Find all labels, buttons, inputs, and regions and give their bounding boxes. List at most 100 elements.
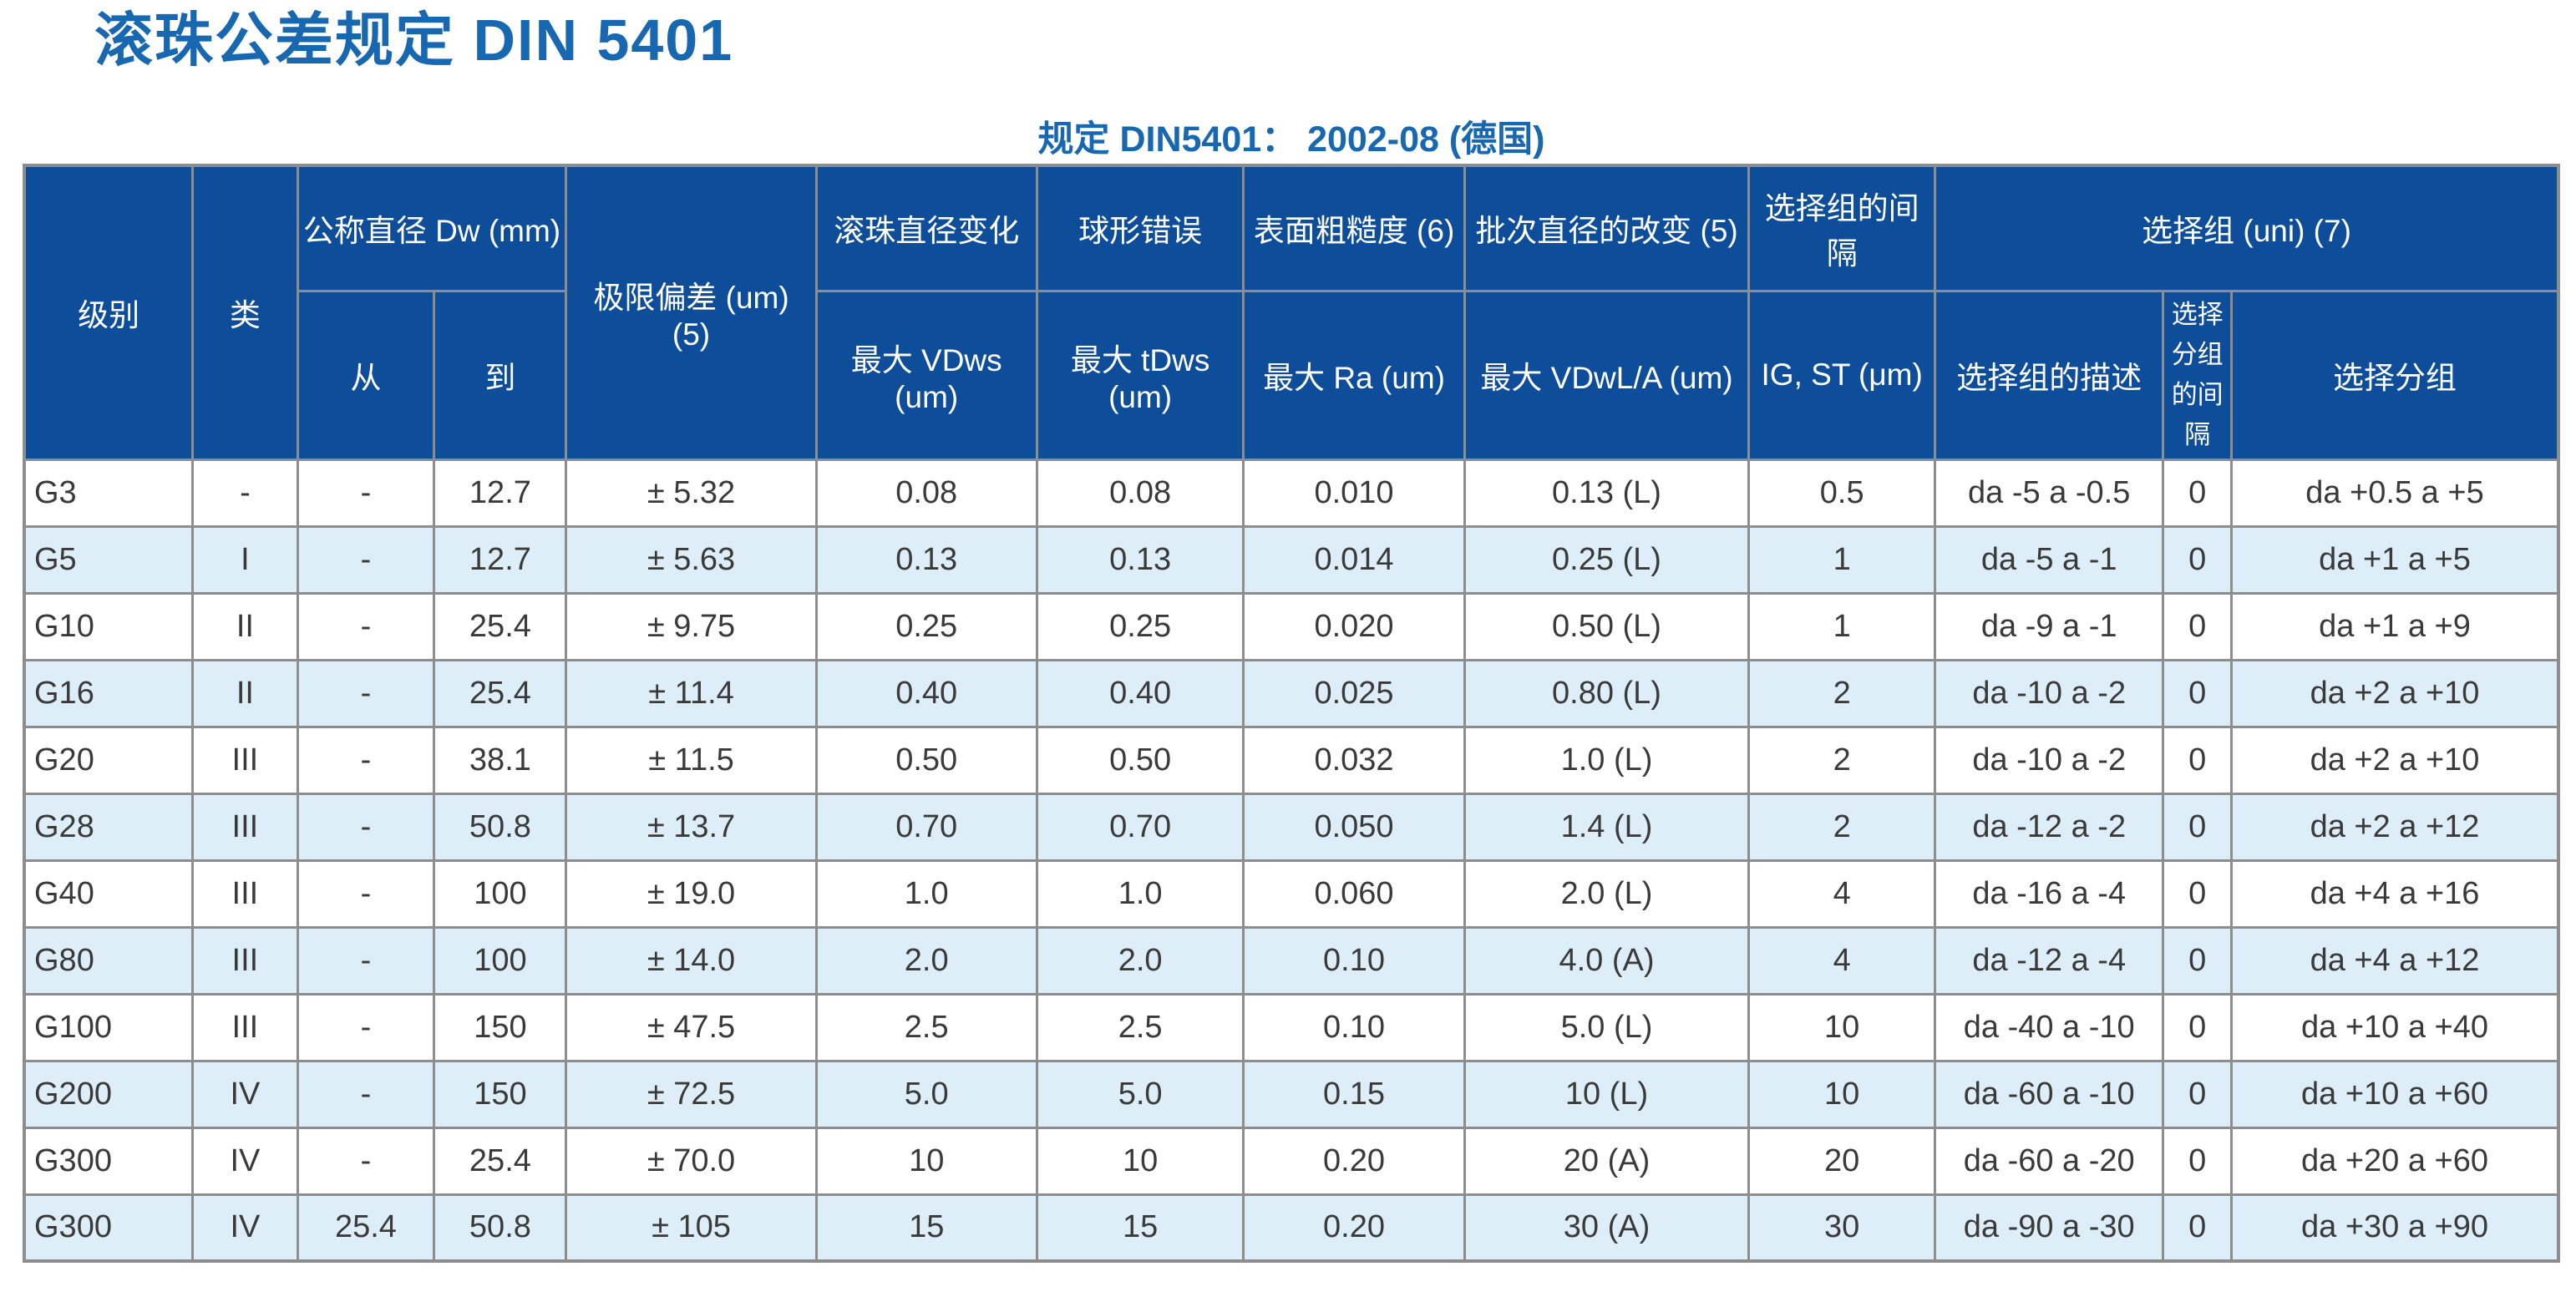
table-cell: 0.25 [1035,591,1245,661]
col-header-selection-subgroup-interval: 选择分组的间隔 [2162,289,2233,461]
table-cell: da +20 a +60 [2230,1126,2560,1196]
table-cell: 0.40 [814,658,1038,728]
table-cell: 0 [2162,792,2233,862]
table-cell: da -5 a -0.5 [1934,458,2165,528]
table-cell: G28 [23,792,195,862]
table-cell: G40 [23,859,195,929]
header-row-subcolumns: 从 到 最大 VDws (um) 最大 tDws (um) 最大 Ra (um)… [24,289,2560,461]
table-cell: 12.7 [433,458,568,528]
col-header-selection-group-desc: 选择组的描述 [1934,289,2165,461]
table-cell: da -40 a -10 [1934,992,2165,1062]
table-body: G3- -12.7 ± 5.32 0.08 0.08 0.010 0.13 (L) 0.5 da… [23,458,2560,1263]
col-header-to: 到 [433,289,568,461]
col-header-selection-group-interval: 选择组的间隔 [1747,164,1937,292]
col-header-limit-deviation: 极限偏差 (um) (5) [565,164,818,461]
table-row: G300 IV -25.4 ± 70.0 10 10 0.20 20 (A) 20 da -60 … [23,1126,2560,1196]
table-cell: da +30 a +90 [2230,1193,2560,1263]
table-cell: da -9 a -1 [1934,591,2165,661]
col-header-surface-roughness: 表面粗糙度 (6) [1242,164,1466,292]
table-cell: 100 [433,925,568,995]
table-cell: III [191,725,299,795]
table-cell: 0.70 [814,792,1038,862]
table-cell: III [191,859,299,929]
table-cell: ± 105 [565,1193,818,1263]
table-cell: 0 [2162,725,2233,795]
table-cell: 0 [2162,458,2233,528]
table-cell: ± 14.0 [565,925,818,995]
table-cell: ± 19.0 [565,859,818,929]
table-cell: 0 [2162,1193,2233,1263]
table-cell: I [191,524,299,595]
table-cell: - [296,859,436,929]
table-cell: IV [191,1193,299,1263]
table-cell: 0 [2162,524,2233,595]
col-header-max-ra: 最大 Ra (um) [1242,289,1466,461]
table-cell: G300 [23,1126,195,1196]
col-header-ig-st: IG, ST (μm) [1747,289,1937,461]
table-cell: ± 13.7 [565,792,818,862]
table-row: G200 IV -150 ± 72.5 5.0 5.0 0.15 10 (L) 10 da -60… [23,1059,2560,1129]
table-cell: 0.20 [1242,1126,1466,1196]
table-cell: III [191,925,299,995]
table-cell: G5 [23,524,195,595]
table-cell: 0.15 [1242,1059,1466,1129]
table-cell: 5.0 [814,1059,1038,1129]
table-cell: 15 [814,1193,1038,1263]
table-cell: 10 [1747,992,1937,1062]
table-cell: 10 [1747,1059,1937,1129]
table-cell: 0.10 [1242,992,1466,1062]
spec-subtitle: 规定 DIN5401： 2002-08 (德国) [1037,119,1545,160]
table-cell: 0.010 [1242,458,1466,528]
table-cell: 0.13 [1035,524,1245,595]
table-cell: G300 [23,1193,195,1263]
col-header-max-vdws: 最大 VDws (um) [814,289,1038,461]
table-cell: da -90 a -30 [1934,1193,2165,1263]
table-cell: - [296,458,436,528]
table-cell: 0.5 [1747,458,1937,528]
table-cell: 0 [2162,1059,2233,1129]
table-cell: da +2 a +12 [2230,792,2560,862]
table-cell: 38.1 [433,725,568,795]
table-cell: 25.4 [433,591,568,661]
table-cell: 0.060 [1242,859,1466,929]
table-cell: II [191,591,299,661]
table-cell: 0.08 [1035,458,1245,528]
table-cell: 0.50 (L) [1463,591,1751,661]
table-cell: G100 [23,992,195,1062]
table-cell: - [296,792,436,862]
table-row: G100 III -150 ± 47.5 2.5 2.5 0.10 5.0 (L) 10 da -… [23,992,2560,1062]
table-cell: G20 [23,725,195,795]
table-cell: 5.0 [1035,1059,1245,1129]
table-row: G10 II -25.4 ± 9.75 0.25 0.25 0.020 0.50 (L) 1 da… [23,591,2560,661]
table-cell: 0.40 [1035,658,1245,728]
table-row: G5 I -12.7 ± 5.63 0.13 0.13 0.014 0.25 (L) 1 da -… [23,524,2560,595]
table-cell: II [191,658,299,728]
table-cell: 0.20 [1242,1193,1466,1263]
table-row: G300 IV 25.4 50.8 ± 105 15 15 0.20 30 (A) 30 da -9… [23,1193,2560,1263]
table-cell: ± 70.0 [565,1126,818,1196]
table-cell: da -12 a -2 [1934,792,2165,862]
table-cell: IV [191,1059,299,1129]
table-cell: G200 [23,1059,195,1129]
table-cell: 0 [2162,925,2233,995]
table-cell: ± 9.75 [565,591,818,661]
col-header-max-tdws: 最大 tDws (um) [1035,289,1245,461]
table-cell: 0.050 [1242,792,1466,862]
table-cell: 12.7 [433,524,568,595]
table-cell: - [296,992,436,1062]
table-cell: 150 [433,992,568,1062]
table-cell: 2.0 [1035,925,1245,995]
table-cell: 30 [1747,1193,1937,1263]
table-row: G40 III -100 ± 19.0 1.0 1.0 0.060 2.0 (L) 4 da -1… [23,859,2560,929]
table-cell: - [296,1126,436,1196]
table-cell: 0.13 [814,524,1038,595]
table-cell: - [296,725,436,795]
table-cell: da -60 a -20 [1934,1126,2165,1196]
table-cell: 10 (L) [1463,1059,1751,1129]
table-cell: 0.70 [1035,792,1245,862]
table-cell: 1.0 (L) [1463,725,1751,795]
table-cell: 0.50 [814,725,1038,795]
table-cell: da -10 a -2 [1934,658,2165,728]
table-cell: 0.025 [1242,658,1466,728]
table-cell: G80 [23,925,195,995]
